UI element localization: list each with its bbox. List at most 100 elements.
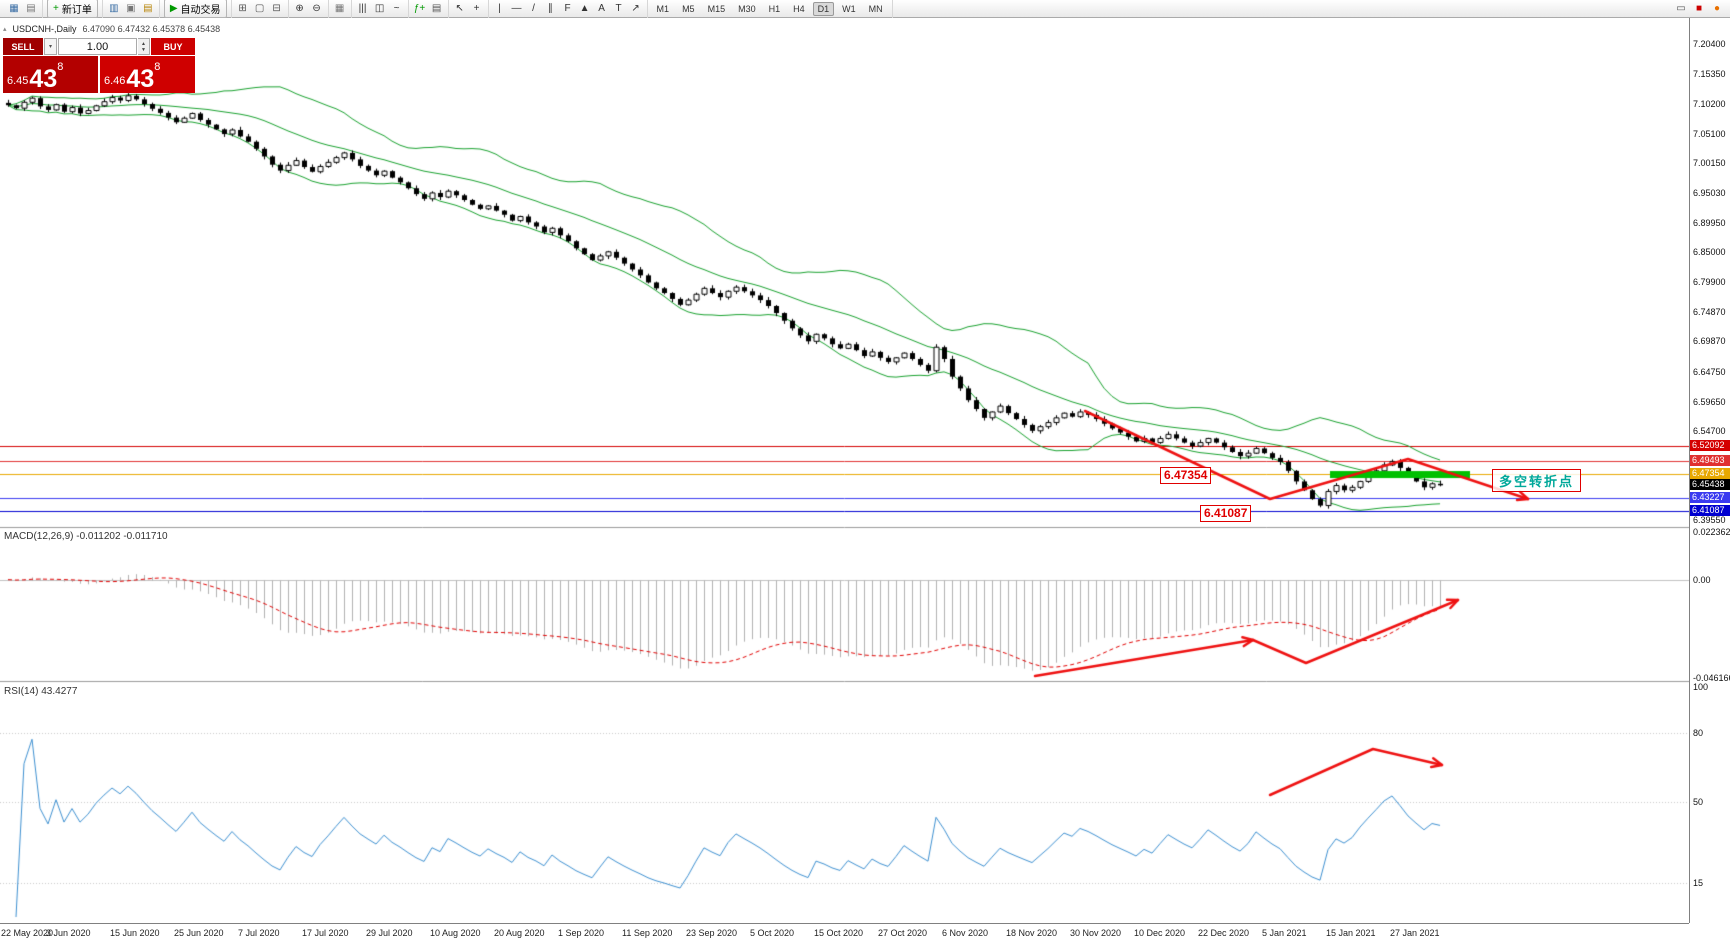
timeframe-mn[interactable]: MN (868, 3, 883, 14)
new-order-button[interactable]: + 新订单 (47, 0, 98, 18)
new-chart-icon[interactable]: ▦ (9, 2, 19, 14)
timeframe-d1[interactable]: D1 (812, 1, 835, 16)
annotation-note[interactable]: 多空转折点 (1492, 469, 1582, 492)
trendline-icon[interactable]: / (532, 2, 535, 14)
community-icon[interactable]: ● (1713, 2, 1721, 14)
sell-button[interactable]: SELL (3, 38, 43, 55)
ask-big-digits: 43 (126, 64, 155, 93)
zoom-out-icon[interactable]: ⊖ (312, 2, 321, 14)
rsi-axis-label: 50 (1693, 797, 1704, 807)
date-label: 15 Jun 2020 (110, 928, 160, 938)
timeframe-h4[interactable]: H4 (793, 3, 805, 14)
toolbar-group: ⊞ ▢ ⊟ (232, 0, 289, 18)
cursor-icon[interactable]: ↖ (455, 2, 464, 14)
buy-price-button[interactable]: 6.46 43 8 (100, 56, 195, 93)
price-chart-canvas[interactable] (0, 18, 1689, 923)
chart-workspace: ▴ USDCNH-,Daily 6.47090 6.47432 6.45378 … (0, 18, 1730, 942)
date-label: 15 Jan 2021 (1326, 928, 1376, 938)
date-label: 27 Oct 2020 (878, 928, 928, 938)
date-label: 22 May 2020 (1, 928, 54, 938)
alert-icon[interactable]: ■ (1695, 2, 1703, 14)
tile-windows-icon[interactable]: ⊞ (238, 2, 247, 14)
fibonacci-icon[interactable]: F (564, 2, 571, 14)
cascade-windows-icon[interactable]: ▢ (254, 2, 265, 14)
zoom-in-icon[interactable]: ⊕ (295, 2, 304, 14)
date-axis[interactable]: 22 May 2020 3 Jun 2020 15 Jun 2020 25 Jun 2… (0, 923, 1689, 942)
arrow-tool-icon[interactable]: ↗ (631, 2, 640, 14)
timeframe-m5[interactable]: M5 (682, 3, 695, 14)
price-tick: 7.00150 (1693, 158, 1726, 168)
price-tick: 6.69870 (1693, 336, 1726, 346)
main-toolbar: ▦ ▤ + 新订单 ▥ ▣ ▤ ▶ 自动交易 ⊞ ▢ ⊟ ⊕ ⊖ ▦ ||| ◫ ~ ƒ+ ▤ ↖ + | — / ∥ F ▲ A T ↗ M… (0, 0, 1730, 18)
timeframe-m15[interactable]: M15 (707, 3, 726, 14)
date-label: 7 Jul 2020 (238, 928, 280, 938)
profiles-icon[interactable]: ▤ (26, 2, 36, 14)
toolbar-button-label: 自动交易 (180, 5, 221, 16)
volume-input[interactable]: 1.00 (58, 38, 137, 55)
timeframe-m1[interactable]: M1 (656, 3, 670, 14)
date-label: 10 Aug 2020 (430, 928, 481, 938)
date-label: 6 Nov 2020 (942, 928, 989, 938)
date-label: 25 Jun 2020 (174, 928, 224, 938)
shapes-icon[interactable]: ▲ (579, 2, 590, 14)
chart-panel-icon[interactable]: ▭ (1676, 2, 1686, 14)
date-label: 27 Jan 2021 (1390, 928, 1440, 938)
timeframe-h1[interactable]: H1 (768, 3, 781, 14)
toolbar-group: ▦ ▤ (3, 0, 43, 18)
price-tick: 6.54700 (1693, 426, 1726, 436)
bar-chart-icon[interactable]: ||| (358, 2, 367, 14)
vertical-line-icon[interactable]: | (498, 2, 501, 14)
date-label: 15 Oct 2020 (814, 928, 864, 938)
ask-pip-digit: 8 (154, 61, 161, 73)
price-tag: 6.43227 (1690, 492, 1730, 503)
volume-preset-dropdown[interactable]: ▾ (44, 38, 57, 55)
price-callout[interactable]: 6.41087 (1200, 505, 1252, 522)
data-window-icon[interactable]: ▣ (126, 2, 136, 14)
date-label: 1 Sep 2020 (558, 928, 605, 938)
buy-button[interactable]: BUY (151, 38, 195, 55)
toolbar-group: M1 M5 M15 M30 H1 H4 D1 W1 MN (648, 0, 893, 18)
toolbar-group: | — / ∥ F ▲ A T ↗ (489, 0, 648, 18)
market-watch-icon[interactable]: ▥ (109, 2, 119, 14)
bid-prefix: 6.45 (7, 75, 29, 87)
autotrading-button[interactable]: ▶ 自动交易 (163, 0, 227, 18)
date-label: 23 Sep 2020 (686, 928, 738, 938)
price-tag: 6.47354 (1690, 468, 1730, 479)
crosshair-icon[interactable]: + (473, 2, 480, 14)
channel-icon[interactable]: ∥ (548, 2, 554, 14)
toolbar-right-group: ▭ ■ ● (1674, 2, 1727, 16)
symbol-title: USDCNH-,Daily (12, 24, 77, 34)
price-tick: 7.20400 (1693, 39, 1726, 49)
date-label: 5 Oct 2020 (750, 928, 795, 938)
volume-down-icon[interactable]: ▼ (141, 46, 146, 53)
price-tick: 6.79900 (1693, 277, 1726, 287)
autotrading-icon: ▶ (169, 3, 178, 14)
timeframe-w1[interactable]: W1 (842, 3, 856, 14)
toolbar-group: + 新订单 (43, 0, 103, 18)
timeframe-m30[interactable]: M30 (738, 3, 756, 14)
line-chart-icon[interactable]: ~ (393, 2, 400, 14)
templates-icon[interactable]: ▤ (431, 2, 442, 14)
price-tick: 6.64750 (1693, 367, 1726, 377)
volume-stepper[interactable]: ▲ ▼ (138, 38, 150, 55)
terminal-icon[interactable]: ▤ (143, 2, 153, 14)
volume-up-icon[interactable]: ▲ (141, 40, 146, 47)
date-label: 30 Nov 2020 (1070, 928, 1122, 938)
price-axis[interactable]: 7.20400 7.15350 7.10200 7.05100 7.00150 6.950… (1689, 18, 1730, 923)
new-order-icon: + (53, 3, 59, 14)
macd-axis-label: 0.022362 (1693, 527, 1730, 537)
arrange-windows-icon[interactable]: ⊟ (272, 2, 281, 14)
price-callout[interactable]: 6.47354 (1160, 467, 1212, 484)
rsi-axis-label: 15 (1693, 878, 1704, 888)
price-tick: 6.89950 (1693, 218, 1726, 228)
add-indicator-icon[interactable]: ƒ+ (413, 2, 426, 14)
sell-price-button[interactable]: 6.45 43 8 (3, 56, 98, 93)
text-icon[interactable]: A (598, 2, 605, 14)
candlestick-chart-icon[interactable]: ◫ (374, 2, 385, 14)
horizontal-line-icon[interactable]: — (511, 2, 522, 14)
symbols-grid-icon[interactable]: ▦ (334, 2, 345, 14)
toolbar-group: ||| ◫ ~ (352, 0, 409, 18)
date-label: 10 Dec 2020 (1134, 928, 1186, 938)
label-icon[interactable]: T (615, 2, 622, 14)
collapse-icon[interactable]: ▴ (3, 26, 7, 33)
